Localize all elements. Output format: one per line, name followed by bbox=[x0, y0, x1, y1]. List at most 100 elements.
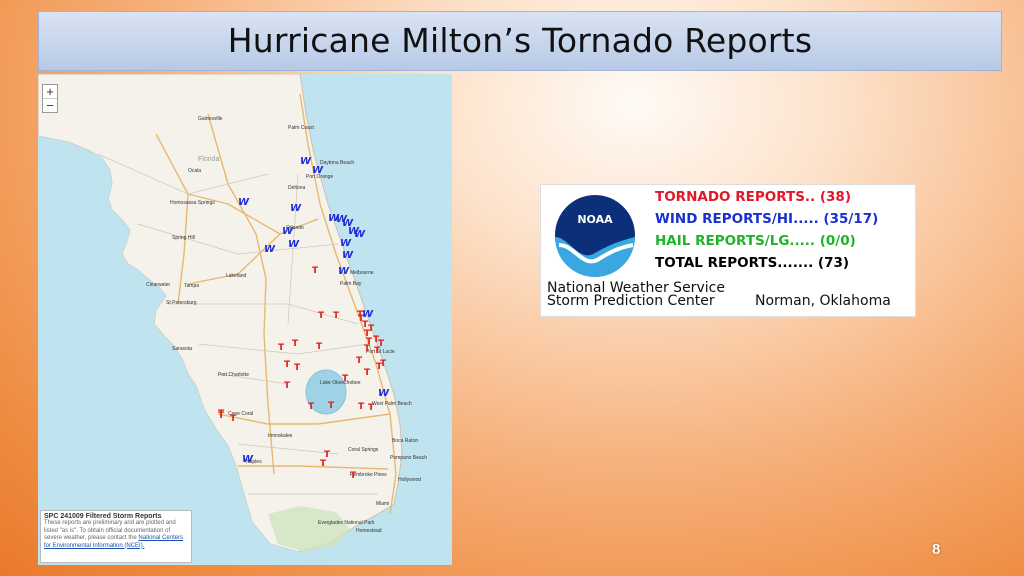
tornado-report-marker[interactable]: T bbox=[328, 401, 335, 411]
wind-report-marker[interactable]: W bbox=[312, 165, 324, 176]
city-label: Clearwater bbox=[146, 282, 171, 288]
city-label: West Palm Beach bbox=[372, 401, 412, 407]
tornado-report-marker[interactable]: T bbox=[376, 362, 383, 372]
city-label: Gainesville bbox=[198, 116, 223, 122]
tornado-report-marker[interactable]: T bbox=[364, 344, 371, 354]
tornado-report-marker[interactable]: T bbox=[320, 459, 327, 469]
city-label: Lake Okeechobee bbox=[320, 380, 361, 386]
tornado-report-marker[interactable]: T bbox=[218, 411, 225, 421]
wind-report-marker[interactable]: W bbox=[300, 156, 312, 167]
city-label: Palm Bay bbox=[340, 281, 362, 287]
legend-body: These reports are preliminary and are pl… bbox=[44, 520, 188, 550]
tornado-report-marker[interactable]: T bbox=[362, 320, 369, 330]
wind-report-marker[interactable]: W bbox=[342, 250, 354, 261]
city-label: Hollywood bbox=[398, 477, 421, 483]
city-label: St Petersburg bbox=[166, 300, 197, 306]
tornado-report-marker[interactable]: T bbox=[324, 450, 331, 460]
tornado-report-marker[interactable]: T bbox=[358, 402, 365, 412]
city-label: Port St Lucie bbox=[366, 349, 395, 355]
city-label: Pembroke Pines bbox=[350, 472, 387, 478]
wind-report-marker[interactable]: W bbox=[348, 226, 360, 237]
tornado-report-marker[interactable]: T bbox=[364, 329, 371, 339]
tornado-report-marker[interactable]: T bbox=[368, 403, 375, 413]
total-report-count: TOTAL REPORTS....... (73) bbox=[655, 255, 850, 271]
tornado-report-marker[interactable]: T bbox=[284, 360, 291, 370]
city-label: Daytona Beach bbox=[320, 160, 354, 166]
tornado-report-marker[interactable]: T bbox=[316, 342, 323, 352]
noaa-report-summary: NOAA TORNADO REPORTS.. (38) WIND REPORTS… bbox=[540, 184, 916, 317]
tornado-report-marker[interactable]: T bbox=[294, 363, 301, 373]
highways bbox=[155, 93, 397, 515]
noaa-logo-icon: NOAA bbox=[555, 195, 635, 277]
tornado-report-marker[interactable]: T bbox=[218, 409, 225, 419]
page-number: 8 bbox=[932, 541, 941, 558]
tornado-report-marker[interactable]: T bbox=[350, 471, 357, 481]
wind-report-marker[interactable]: W bbox=[290, 203, 302, 214]
noaa-logo-text: NOAA bbox=[577, 213, 613, 226]
zoom-control[interactable]: + − bbox=[42, 84, 58, 113]
slide-title-bar: Hurricane Milton’s Tornado Reports bbox=[38, 11, 1002, 71]
tornado-report-marker[interactable]: T bbox=[230, 414, 237, 424]
wind-report-marker[interactable]: W bbox=[340, 238, 352, 249]
wind-report-marker[interactable]: W bbox=[338, 266, 350, 277]
tornado-report-marker[interactable]: T bbox=[333, 311, 340, 321]
city-label: Port Charlotte bbox=[218, 372, 249, 378]
tornado-report-marker[interactable]: T bbox=[373, 335, 380, 345]
tornado-report-marker[interactable]: T bbox=[284, 381, 291, 391]
zoom-in-button[interactable]: + bbox=[43, 85, 57, 99]
city-label: Cape Coral bbox=[228, 411, 253, 417]
hail-report-count: HAIL REPORTS/LG..... (0/0) bbox=[655, 233, 856, 249]
city-label: Sarasota bbox=[172, 346, 192, 352]
city-label: Lakeland bbox=[226, 273, 247, 279]
city-label: Deltona bbox=[288, 185, 305, 191]
wind-report-marker[interactable]: W bbox=[264, 244, 276, 255]
wind-report-marker[interactable]: W bbox=[282, 226, 294, 237]
tornado-report-marker[interactable]: T bbox=[312, 266, 319, 276]
storm-report-map[interactable]: Gainesville Palm Coast Daytona Beach Port O… bbox=[38, 74, 452, 565]
lake-okeechobee bbox=[305, 369, 347, 415]
wind-report-marker[interactable]: W bbox=[362, 309, 374, 320]
legend-title: SPC 241009 Filtered Storm Reports bbox=[44, 513, 162, 520]
city-label: Port Orange bbox=[306, 174, 333, 180]
wind-report-marker[interactable]: W bbox=[328, 213, 340, 224]
tornado-report-marker[interactable]: T bbox=[374, 346, 381, 356]
tornado-report-marker[interactable]: T bbox=[366, 337, 373, 347]
city-label: Everglades National Park bbox=[318, 520, 375, 526]
gulf-water bbox=[38, 136, 298, 565]
zoom-out-button[interactable]: − bbox=[46, 98, 54, 113]
city-label: Miami bbox=[376, 501, 389, 507]
map-canvas[interactable]: Gainesville Palm Coast Daytona Beach Port O… bbox=[38, 74, 452, 565]
city-label: Coral Springs bbox=[348, 447, 379, 453]
everglades-park bbox=[268, 506, 350, 552]
tornado-report-marker[interactable]: T bbox=[342, 374, 349, 384]
city-label: Ocala bbox=[188, 168, 201, 174]
city-labels: Gainesville Palm Coast Daytona Beach Port O… bbox=[146, 116, 427, 534]
city-label: Naples bbox=[246, 459, 262, 465]
ncei-link[interactable]: National Centers for Environmental Infor… bbox=[44, 535, 184, 549]
city-label: Immokalee bbox=[268, 433, 293, 439]
legend-text: These reports are preliminary and are pl… bbox=[44, 520, 176, 541]
tornado-report-marker[interactable]: T bbox=[318, 311, 325, 321]
tornado-report-marker[interactable]: T bbox=[368, 324, 375, 334]
slide-title: Hurricane Milton’s Tornado Reports bbox=[227, 21, 813, 60]
tornado-report-marker[interactable]: T bbox=[378, 339, 385, 349]
wind-report-marker[interactable]: W bbox=[336, 214, 348, 225]
wind-report-marker[interactable]: W bbox=[354, 229, 366, 240]
wind-report-marker[interactable]: W bbox=[288, 239, 300, 250]
wind-report-marker[interactable]: W bbox=[242, 454, 254, 465]
city-label: Boca Raton bbox=[392, 438, 418, 444]
tornado-report-marker[interactable]: T bbox=[356, 356, 363, 366]
wind-report-marker[interactable]: W bbox=[238, 197, 250, 208]
tornado-report-marker[interactable]: T bbox=[358, 314, 365, 324]
nws-name: National Weather Service bbox=[547, 280, 725, 296]
tornado-report-marker[interactable]: T bbox=[292, 339, 299, 349]
tornado-report-marker[interactable]: T bbox=[278, 343, 285, 353]
tornado-report-marker[interactable]: T bbox=[380, 359, 387, 369]
tornado-report-marker[interactable]: T bbox=[364, 368, 371, 378]
wind-report-marker[interactable]: W bbox=[378, 388, 390, 399]
tornado-report-marker[interactable]: T bbox=[357, 310, 364, 320]
wind-report-marker[interactable]: W bbox=[342, 218, 354, 229]
city-label: Melbourne bbox=[350, 270, 374, 276]
tornado-report-marker[interactable]: T bbox=[308, 402, 315, 412]
